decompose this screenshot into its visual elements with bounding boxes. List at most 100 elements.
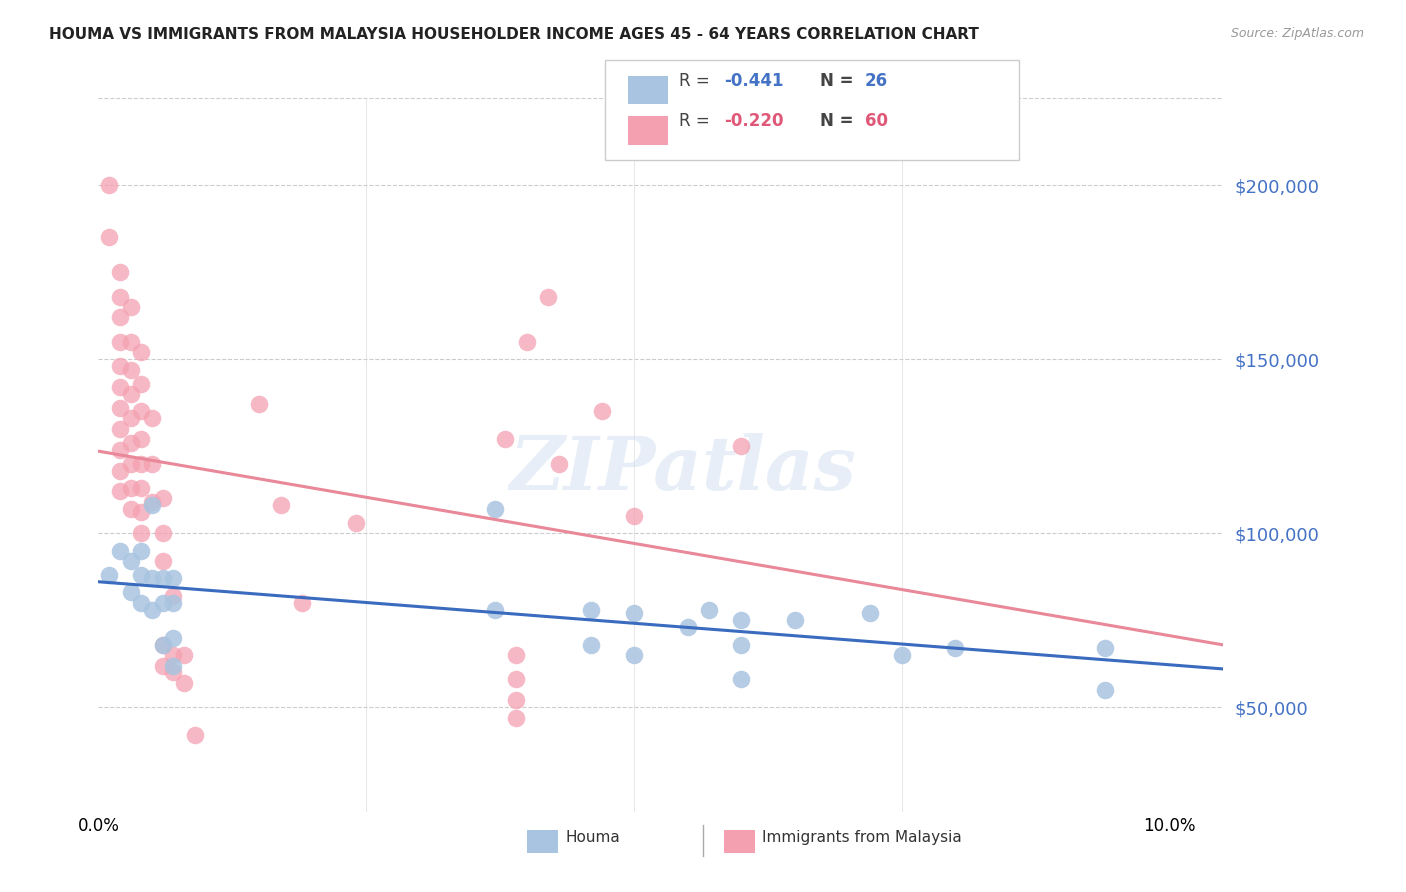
Point (484, 603, 506, 617)
Point (108, 380, 131, 394)
Point (120, 411, 142, 425)
Point (162, 572, 184, 586)
Point (505, 648, 527, 662)
Point (162, 631, 184, 645)
Point (141, 603, 163, 617)
Point (129, 505, 152, 519)
Point (108, 359, 131, 373)
Point (120, 435, 142, 450)
Point (120, 481, 142, 495)
Point (108, 484, 131, 499)
Point (579, 603, 602, 617)
Point (162, 658, 184, 673)
Point (120, 554, 142, 568)
Point (120, 334, 142, 349)
Point (98, 230, 121, 244)
Point (129, 345, 152, 359)
Point (505, 673, 527, 687)
Point (129, 457, 152, 471)
Point (129, 568, 152, 582)
Point (120, 300, 142, 314)
Point (129, 404, 152, 418)
Point (945, 641, 967, 656)
Point (184, 728, 207, 742)
Point (152, 554, 174, 568)
Text: Immigrants from Malaysia: Immigrants from Malaysia (762, 830, 962, 846)
Point (1094, 682, 1116, 697)
Point (730, 673, 752, 687)
Point (697, 603, 720, 617)
Point (108, 422, 131, 436)
Point (129, 481, 152, 495)
Point (108, 265, 131, 279)
Point (108, 543, 131, 558)
Point (129, 432, 152, 446)
Point (120, 387, 142, 401)
Point (129, 376, 152, 391)
Point (129, 596, 152, 610)
Point (162, 589, 184, 603)
Point (129, 543, 152, 558)
Point (120, 362, 142, 376)
Point (152, 491, 174, 506)
Point (344, 516, 367, 530)
Point (141, 411, 163, 425)
Text: ZIPatlas: ZIPatlas (510, 433, 856, 506)
Text: 60: 60 (865, 112, 887, 130)
Point (270, 499, 292, 513)
Point (152, 572, 174, 586)
Point (591, 404, 613, 418)
Point (859, 607, 882, 621)
Text: Source: ZipAtlas.com: Source: ZipAtlas.com (1230, 27, 1364, 40)
Text: R =: R = (679, 112, 716, 130)
Point (108, 464, 131, 478)
Point (108, 401, 131, 415)
Text: -0.441: -0.441 (724, 72, 783, 90)
Point (120, 501, 142, 516)
Point (484, 501, 506, 516)
Point (579, 638, 602, 652)
Point (108, 310, 131, 325)
Point (890, 648, 912, 662)
Point (505, 693, 527, 707)
Point (516, 334, 538, 349)
Point (291, 596, 314, 610)
Point (162, 648, 184, 662)
Point (730, 638, 752, 652)
Point (623, 648, 645, 662)
Point (173, 676, 195, 690)
Point (120, 457, 142, 471)
Point (730, 439, 752, 453)
Text: Houma: Houma (565, 830, 620, 846)
Point (495, 432, 517, 446)
Point (120, 585, 142, 599)
Point (783, 613, 806, 627)
Point (98, 178, 121, 193)
Point (152, 526, 174, 541)
Point (141, 499, 163, 513)
Point (108, 442, 131, 457)
Text: -0.220: -0.220 (724, 112, 783, 130)
Point (548, 457, 571, 471)
Text: N =: N = (820, 72, 859, 90)
Point (173, 648, 195, 662)
Point (141, 495, 163, 509)
Point (152, 658, 174, 673)
Text: N =: N = (820, 112, 859, 130)
Point (730, 613, 752, 627)
Point (98, 568, 121, 582)
Text: R =: R = (679, 72, 716, 90)
Point (108, 334, 131, 349)
Point (162, 665, 184, 680)
Point (676, 620, 699, 634)
Point (505, 711, 527, 725)
Point (141, 457, 163, 471)
Point (623, 607, 645, 621)
Point (537, 289, 560, 303)
Point (623, 508, 645, 523)
Point (152, 638, 174, 652)
Point (162, 596, 184, 610)
Point (108, 289, 131, 303)
Point (152, 596, 174, 610)
Point (129, 526, 152, 541)
